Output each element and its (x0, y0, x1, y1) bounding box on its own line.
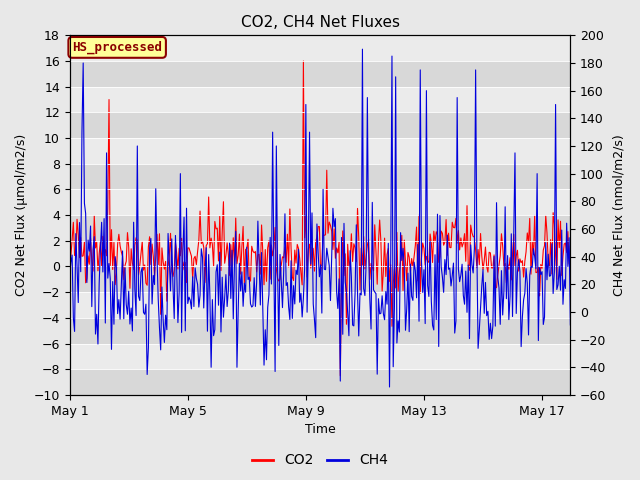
CH4 (518, 314, 526, 320)
Bar (70, 138, 570, 164)
Bar (70, 190, 570, 215)
Bar (70, 318, 570, 344)
CO2 (337, 373, 344, 379)
CH4 (344, 310, 351, 316)
CO2 (346, 257, 354, 263)
Line: CH4: CH4 (70, 49, 570, 387)
CH4 (386, 384, 394, 390)
CH4 (216, 249, 223, 255)
Bar (70, 112, 570, 138)
CO2 (216, 214, 223, 219)
CO2 (435, 260, 442, 265)
Bar (70, 36, 570, 61)
Bar (70, 369, 570, 395)
CO2 (66, 241, 74, 247)
Title: CO2, CH4 Net Fluxes: CO2, CH4 Net Fluxes (241, 15, 399, 30)
Y-axis label: CH4 Net Flux (nmol/m2/s): CH4 Net Flux (nmol/m2/s) (612, 134, 625, 296)
CO2 (566, 243, 574, 249)
Bar (70, 61, 570, 87)
CH4 (435, 344, 442, 349)
Y-axis label: CO2 Net Flux (μmol/m2/s): CO2 Net Flux (μmol/m2/s) (15, 134, 28, 296)
Text: HS_processed: HS_processed (72, 41, 162, 54)
Bar (70, 292, 570, 318)
CO2 (518, 258, 526, 264)
CO2 (300, 58, 307, 64)
CH4 (66, 274, 74, 280)
CH4 (233, 364, 241, 370)
Legend: CO2, CH4: CO2, CH4 (246, 448, 394, 473)
CO2 (233, 261, 241, 266)
CH4 (358, 46, 366, 52)
CH4 (420, 267, 428, 273)
Bar (70, 87, 570, 112)
CO2 (420, 245, 428, 251)
Bar (70, 241, 570, 266)
CH4 (566, 322, 574, 328)
Bar (70, 215, 570, 241)
Bar (70, 344, 570, 369)
Line: CO2: CO2 (70, 61, 570, 376)
Bar (70, 164, 570, 190)
Bar (70, 266, 570, 292)
X-axis label: Time: Time (305, 423, 335, 436)
